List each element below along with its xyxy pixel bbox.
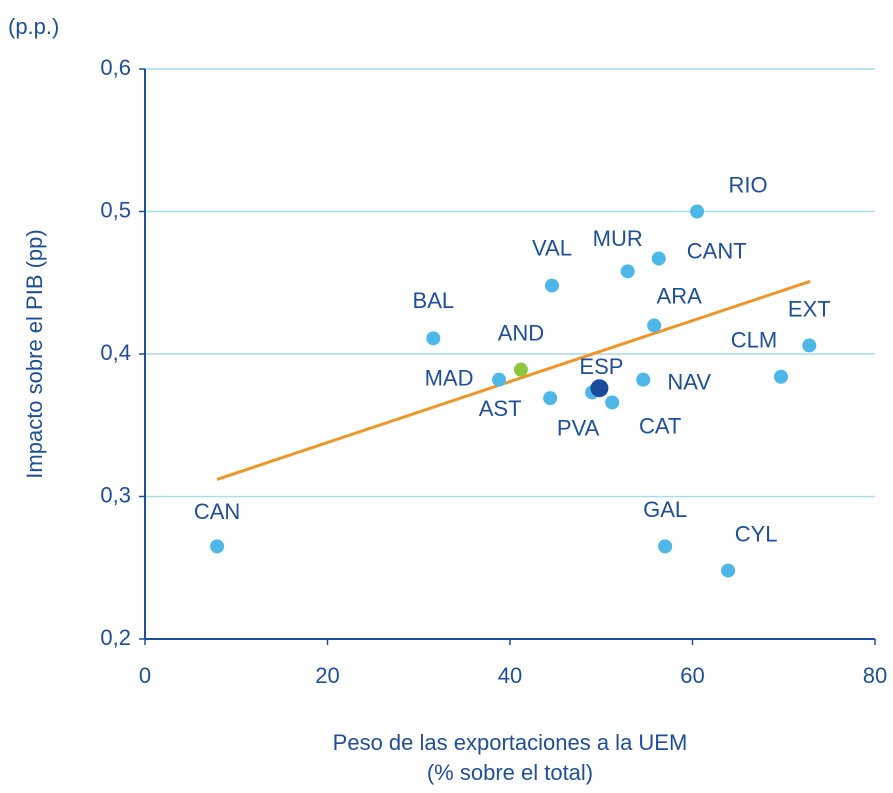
point	[426, 331, 441, 346]
x-tick-label: 60	[680, 663, 704, 688]
point-label: CAT	[639, 413, 681, 438]
y-tick-label: 0,3	[100, 482, 131, 507]
x-tick-label: 0	[139, 663, 151, 688]
point	[544, 278, 559, 293]
point-label: GAL	[643, 497, 687, 522]
point	[210, 539, 225, 554]
trend-line	[216, 279, 811, 481]
point	[513, 362, 528, 377]
point	[690, 204, 705, 219]
point	[492, 372, 507, 387]
point	[651, 251, 666, 266]
point	[636, 372, 651, 387]
point-label: MAD	[425, 365, 474, 390]
y-axis-label: Impacto sobre el PIB (pp)	[22, 229, 47, 478]
x-axis-label: Peso de las exportaciones a la UEM	[333, 730, 688, 755]
x-tick-label: 40	[498, 663, 522, 688]
y-tick-label: 0,2	[100, 625, 131, 650]
point	[721, 563, 736, 578]
unit-label: (p.p.)	[8, 14, 59, 39]
point-label: CLM	[731, 328, 777, 353]
point-label: EXT	[788, 296, 831, 321]
y-tick-label: 0,4	[100, 340, 131, 365]
point-label: CAN	[194, 499, 240, 524]
point-label: AND	[498, 320, 544, 345]
point-label: CANT	[687, 238, 747, 263]
x-tick-label: 80	[863, 663, 887, 688]
point	[802, 338, 817, 353]
x-axis-label: (% sobre el total)	[427, 760, 593, 785]
point	[543, 391, 558, 406]
point	[658, 539, 673, 554]
point-label: RIO	[729, 172, 768, 197]
point-label: BAL	[413, 288, 455, 313]
point	[647, 318, 662, 333]
y-tick-label: 0,5	[100, 197, 131, 222]
point	[620, 264, 635, 279]
point-label: ARA	[657, 283, 703, 308]
point	[605, 395, 620, 410]
point	[774, 369, 789, 384]
point-label: CYL	[735, 521, 778, 546]
point-label: MUR	[593, 226, 643, 251]
point-label: ESP	[579, 354, 623, 379]
point-label: VAL	[532, 235, 572, 260]
y-tick-label: 0,6	[100, 55, 131, 80]
x-tick-label: 20	[315, 663, 339, 688]
point-label: NAV	[667, 369, 711, 394]
point-label: PVA	[557, 415, 600, 440]
point	[590, 379, 609, 398]
point-label: AST	[479, 396, 522, 421]
